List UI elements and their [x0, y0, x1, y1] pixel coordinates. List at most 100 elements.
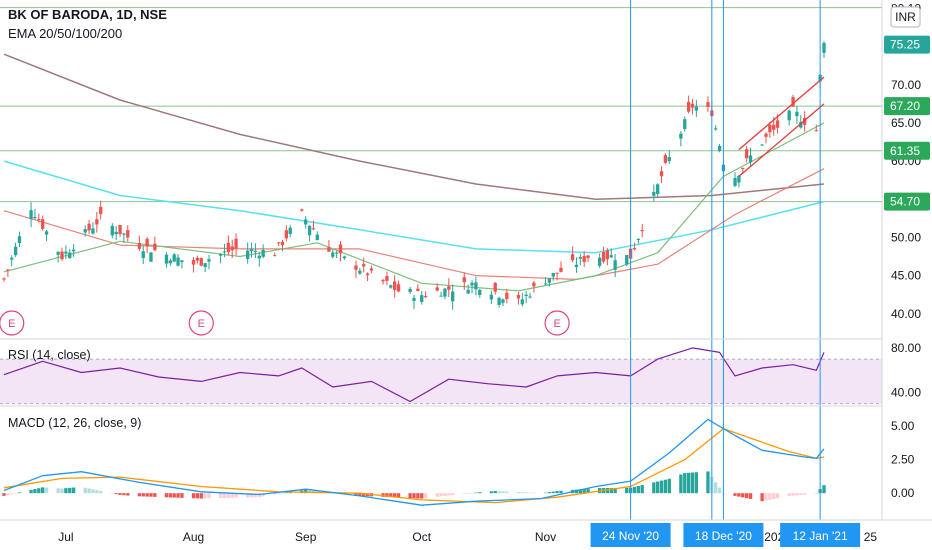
- price-tag-2[interactable]: 61.35: [884, 141, 930, 160]
- currency-button-label[interactable]: INR: [895, 10, 916, 24]
- candle-body[interactable]: [304, 219, 308, 225]
- candle[interactable]: [717, 143, 722, 153]
- candle-body[interactable]: [191, 259, 196, 265]
- candle[interactable]: [683, 116, 687, 132]
- candle-body[interactable]: [218, 254, 223, 256]
- candle[interactable]: [41, 215, 45, 231]
- currency-button-frame[interactable]: [890, 6, 921, 28]
- candle[interactable]: [91, 222, 95, 235]
- candle-body[interactable]: [516, 294, 521, 299]
- candle[interactable]: [656, 183, 660, 197]
- earnings-marker-circle[interactable]: [188, 310, 214, 336]
- candle-body[interactable]: [605, 250, 610, 260]
- candle[interactable]: [137, 235, 142, 252]
- price-pane[interactable]: EEE40.0045.0050.0060.0065.0070.0080.1075…: [0, 1, 930, 336]
- candle-body[interactable]: [234, 238, 238, 249]
- candle[interactable]: [412, 295, 416, 310]
- candle[interactable]: [744, 145, 749, 163]
- candle[interactable]: [118, 224, 122, 238]
- candle[interactable]: [381, 278, 385, 285]
- candle-body[interactable]: [679, 133, 683, 139]
- candle-body[interactable]: [717, 145, 722, 151]
- candle[interactable]: [60, 247, 64, 262]
- candle-body[interactable]: [609, 255, 613, 258]
- candle-body[interactable]: [652, 191, 656, 196]
- candle-body[interactable]: [799, 121, 803, 128]
- candle[interactable]: [300, 208, 304, 212]
- candle[interactable]: [199, 257, 203, 267]
- candle[interactable]: [597, 253, 602, 268]
- candle[interactable]: [516, 291, 521, 305]
- candle[interactable]: [787, 109, 791, 126]
- candle-body[interactable]: [180, 260, 184, 263]
- candle[interactable]: [694, 99, 699, 117]
- candle[interactable]: [447, 278, 451, 298]
- macd-pane[interactable]: 0.00 2.50 5.00: [2, 418, 915, 506]
- candle-body[interactable]: [168, 260, 172, 264]
- candle[interactable]: [416, 284, 420, 292]
- candle-body[interactable]: [362, 264, 366, 267]
- candle-body[interactable]: [822, 42, 826, 53]
- candle[interactable]: [110, 223, 114, 239]
- candle[interactable]: [466, 284, 470, 295]
- candle-body[interactable]: [60, 251, 64, 260]
- candle[interactable]: [733, 172, 737, 188]
- candle[interactable]: [261, 244, 265, 259]
- date-marker-tag-box[interactable]: [780, 523, 861, 547]
- candle[interactable]: [226, 235, 231, 256]
- candle-body[interactable]: [744, 149, 749, 159]
- candle-body[interactable]: [532, 282, 536, 287]
- candle[interactable]: [280, 239, 285, 252]
- candle-body[interactable]: [230, 246, 234, 251]
- candle[interactable]: [423, 291, 428, 299]
- candle-body[interactable]: [246, 250, 250, 260]
- candle-body[interactable]: [570, 254, 575, 261]
- candle-body[interactable]: [44, 231, 49, 235]
- candle[interactable]: [126, 225, 130, 242]
- candle[interactable]: [551, 272, 555, 281]
- candle[interactable]: [791, 94, 795, 108]
- candle-body[interactable]: [447, 286, 451, 290]
- candle[interactable]: [222, 243, 227, 258]
- candle[interactable]: [396, 280, 401, 293]
- candle[interactable]: [640, 224, 644, 238]
- candle-body[interactable]: [574, 264, 579, 268]
- candle-body[interactable]: [451, 291, 455, 302]
- candle[interactable]: [218, 253, 223, 264]
- candle[interactable]: [253, 243, 258, 258]
- candle[interactable]: [365, 272, 370, 282]
- candle-body[interactable]: [226, 242, 231, 253]
- candle-body[interactable]: [68, 252, 72, 259]
- candle[interactable]: [307, 225, 312, 242]
- candle-body[interactable]: [307, 225, 312, 236]
- candle[interactable]: [87, 219, 91, 235]
- candle[interactable]: [249, 242, 254, 258]
- candle[interactable]: [362, 257, 366, 273]
- candle[interactable]: [2, 277, 6, 282]
- candle[interactable]: [555, 272, 559, 281]
- candle[interactable]: [10, 255, 14, 267]
- candle[interactable]: [559, 261, 563, 273]
- candle-body[interactable]: [71, 249, 76, 252]
- candle-body[interactable]: [126, 230, 130, 238]
- candle-body[interactable]: [342, 256, 347, 259]
- candle[interactable]: [334, 250, 339, 259]
- candle-body[interactable]: [83, 229, 87, 233]
- candle-body[interactable]: [172, 254, 176, 262]
- candle[interactable]: [679, 130, 683, 147]
- candle[interactable]: [652, 184, 656, 202]
- candle-body[interactable]: [29, 210, 33, 220]
- candle-body[interactable]: [775, 120, 780, 128]
- candle-body[interactable]: [222, 251, 227, 253]
- candle-body[interactable]: [416, 288, 420, 291]
- candle[interactable]: [29, 202, 33, 228]
- candle[interactable]: [6, 268, 10, 278]
- candle[interactable]: [439, 291, 443, 297]
- candle-body[interactable]: [474, 282, 478, 290]
- date-marker-tag-box[interactable]: [683, 523, 764, 547]
- candle-body[interactable]: [524, 294, 528, 297]
- candle[interactable]: [667, 150, 671, 164]
- candle[interactable]: [470, 280, 474, 294]
- candle[interactable]: [17, 231, 22, 248]
- candle-body[interactable]: [582, 256, 586, 262]
